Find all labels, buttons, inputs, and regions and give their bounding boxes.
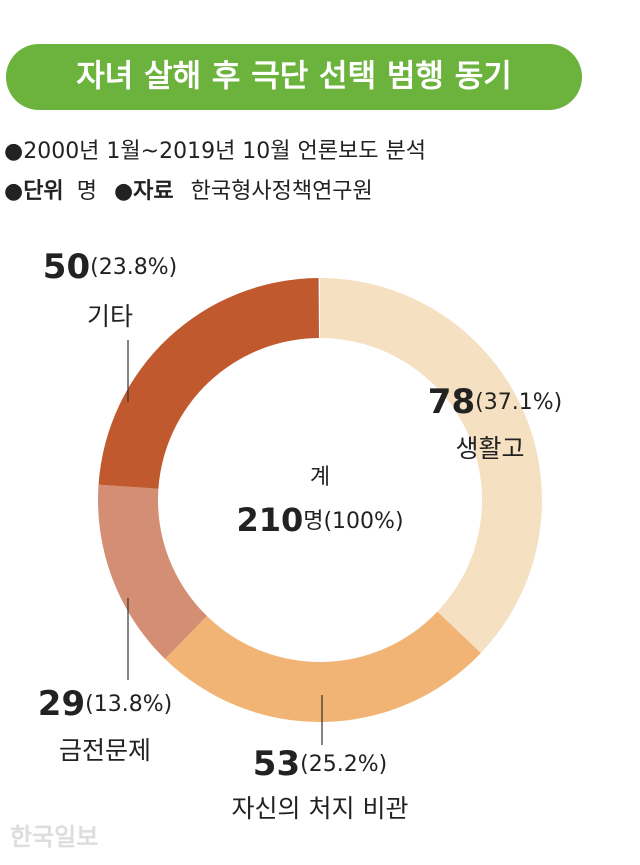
value: 29 xyxy=(38,684,85,724)
unit: 명 xyxy=(77,179,97,204)
value-label: 29(13.8%) xyxy=(38,684,172,724)
title: 자녀 살해 후 극단 선택 범행 동기 xyxy=(76,59,512,95)
percentage: (25.2%) xyxy=(300,752,387,777)
unit-line: ●단위 명 ●자료 한국형사정책연구원 xyxy=(4,179,373,204)
category-label: 자신의 처지 비관 xyxy=(232,794,409,823)
value: 50 xyxy=(43,247,90,287)
value-label: 53(25.2%) xyxy=(253,744,387,784)
category-label: 기타 xyxy=(87,302,133,331)
center-label: 계 xyxy=(310,465,330,490)
unit-key: ●단위 xyxy=(4,179,64,204)
value-label: 78(37.1%) xyxy=(428,382,562,422)
watermark: 한국일보 xyxy=(10,823,98,851)
center-total: 210명(100%) xyxy=(236,501,403,539)
percentage: (23.8%) xyxy=(90,255,177,280)
donut-segment xyxy=(97,484,207,659)
percentage: (37.1%) xyxy=(475,390,562,415)
donut-segment xyxy=(165,611,481,722)
total-unit: 명(100%) xyxy=(303,509,403,534)
value: 78 xyxy=(428,382,475,422)
total: 210 xyxy=(236,501,303,539)
period: ●2000년 1월~2019년 10월 언론보도 분석 xyxy=(4,139,426,164)
category-label: 금전문제 xyxy=(59,736,151,765)
donut-segment xyxy=(98,278,319,489)
source: 한국형사정책연구원 xyxy=(191,179,373,204)
percentage: (13.8%) xyxy=(85,692,172,717)
value: 53 xyxy=(253,744,300,784)
category-label: 생활고 xyxy=(455,434,524,463)
donut-segment xyxy=(320,278,542,653)
source-key: ●자료 xyxy=(114,179,174,204)
title-banner xyxy=(6,44,582,110)
value-label: 50(23.8%) xyxy=(43,247,177,287)
